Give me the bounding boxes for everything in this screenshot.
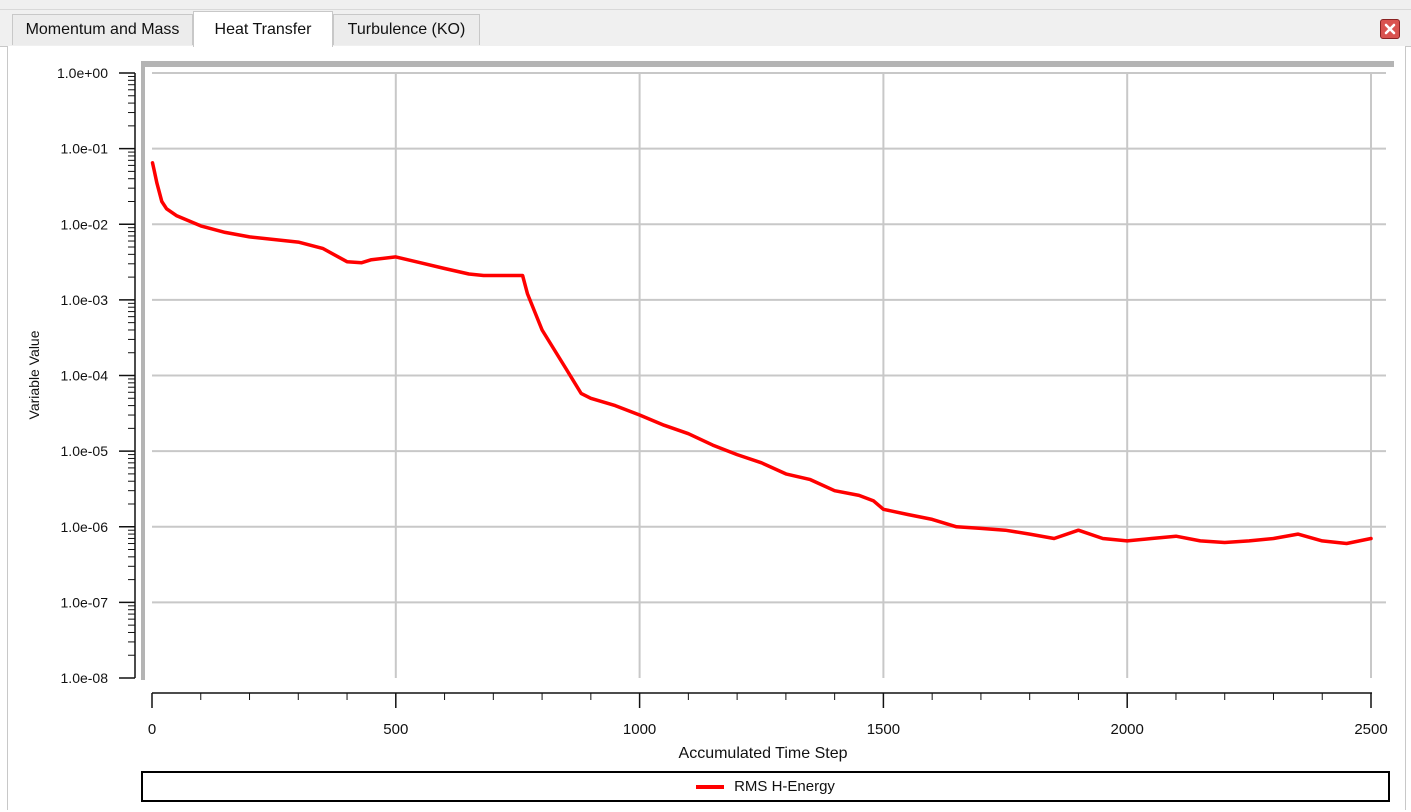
series-layer — [150, 161, 1373, 546]
tab-momentum-and-mass[interactable]: Momentum and Mass — [12, 14, 193, 45]
legend: RMS H-Energy — [141, 771, 1390, 802]
close-button[interactable] — [1380, 19, 1400, 39]
chart-panel — [7, 46, 1406, 810]
y-tick-label: 1.0e-01 — [61, 141, 109, 157]
series-line-rms-h-energy — [150, 161, 1373, 546]
x-axis-label: Accumulated Time Step — [679, 745, 848, 762]
window-top-strip — [0, 0, 1411, 10]
y-tick-label: 1.0e-08 — [61, 670, 109, 686]
tab-label: Momentum and Mass — [25, 21, 180, 38]
y-tick-label: 1.0e-05 — [61, 443, 109, 459]
legend-swatch — [696, 784, 725, 789]
x-tick-label: 1000 — [623, 721, 656, 738]
tab-bar: Momentum and Mass Heat Transfer Turbulen… — [0, 10, 1411, 47]
tab-label: Heat Transfer — [214, 20, 312, 38]
plot-frame — [141, 61, 1394, 680]
y-tick-label: 1.0e-02 — [61, 216, 109, 232]
y-tick-label: 1.0e-06 — [61, 519, 109, 535]
axes: 1.0e-08 1.0e-07 1.0e-06 1.0e-05 1.0e-04 1.0e-… — [57, 65, 1388, 738]
y-tick-label: 1.0e-03 — [61, 292, 109, 308]
x-tick-label: 1500 — [867, 721, 900, 738]
x-tick-label: 2500 — [1354, 721, 1387, 738]
legend-label-rms-h-energy: RMS H-Energy — [734, 778, 835, 795]
tab-heat-transfer[interactable]: Heat Transfer — [193, 11, 333, 47]
tab-turbulence-ko[interactable]: Turbulence (KO) — [333, 14, 480, 45]
y-tick-label: 1.0e-07 — [61, 594, 109, 610]
tab-label: Turbulence (KO) — [347, 21, 466, 38]
x-tick-label: 2000 — [1111, 721, 1144, 738]
close-icon — [1384, 23, 1396, 35]
x-tick-label: 0 — [148, 721, 156, 738]
y-axis-label: Variable Value — [26, 330, 42, 419]
grid-lines — [152, 72, 1386, 678]
plot-top-border — [141, 61, 1394, 67]
y-tick-label: 1.0e-04 — [61, 368, 109, 384]
y-tick-label: 1.0e+00 — [57, 65, 108, 81]
x-tick-label: 500 — [383, 721, 408, 738]
